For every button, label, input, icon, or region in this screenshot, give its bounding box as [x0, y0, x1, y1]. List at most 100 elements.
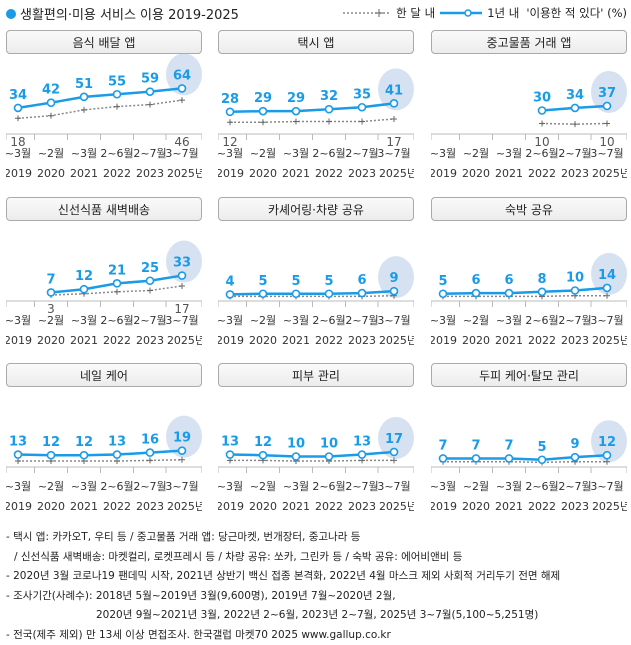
yearly-value-label: 7: [438, 438, 447, 453]
x-tick-label-year: 2023: [348, 334, 376, 347]
x-tick-label-year: 2023: [136, 500, 164, 513]
monthly-point: [391, 115, 397, 122]
x-tick-label-year: 2020: [249, 500, 277, 513]
x-tick-label-month: ~2월: [463, 147, 489, 160]
x-tick-label-year: 2021: [282, 500, 310, 513]
monthly-point: [114, 288, 120, 295]
monthly-series-line: [230, 459, 394, 462]
yearly-series-line: [229, 289, 395, 296]
yearly-point: [225, 107, 235, 117]
x-tick-label-month: ~3월: [496, 147, 522, 160]
monthly-point: [147, 101, 153, 108]
yearly-point: [145, 276, 155, 286]
footnote: - 2020년 3월 코로나19 팬데믹 시작, 2021년 상반기 백신 접종…: [6, 570, 561, 582]
chart-plot: 12 17 28 29 29 32 35 41 ~3월 2019 ~2월 2020 ~3월 20212~6…: [218, 68, 414, 180]
yearly-point: [225, 450, 235, 459]
legend: 한 달 내 1년 내 '이용한 적 있다' (%): [341, 5, 627, 21]
panel-title: 택시 앱: [218, 30, 414, 54]
monthly-series-line: [443, 460, 607, 464]
x-tick-label-year: 2025년: [379, 167, 414, 180]
x-tick-label-year: 2023: [348, 500, 376, 513]
latest-highlight: [166, 240, 202, 283]
yearly-value-label: 7: [46, 272, 55, 287]
x-tick-label-month: 2~7월: [345, 314, 378, 327]
legend-yearly-line-icon: [440, 9, 483, 17]
x-tick-label-year: 2025년: [592, 167, 627, 180]
x-tick-label-month: 2~6월: [525, 480, 558, 493]
monthly-point: [260, 119, 266, 126]
yearly-value-label: 33: [173, 256, 191, 271]
yearly-point: [79, 92, 89, 102]
yearly-value-label: 13: [9, 435, 27, 450]
yearly-value-label: 10: [287, 437, 305, 452]
monthly-value-label: 12: [222, 135, 237, 149]
panel-title: 숙박 공유: [431, 197, 627, 221]
x-tick-label-year: 2022: [315, 500, 343, 513]
x-tick-label-year: 2019: [6, 334, 32, 347]
x-tick-label-year: 2022: [528, 334, 556, 347]
chart-panel: 5 6 6 8 10 14 ~3월 2019 ~2월 2020 ~3월 2021 2~6월 2022 2~7…: [431, 197, 627, 357]
monthly-series-line: [50, 285, 183, 296]
yearly-point: [258, 450, 268, 460]
x-tick-label-year: 2022: [315, 334, 343, 347]
legend-monthly: 한 달 내: [396, 6, 436, 20]
yearly-series-line: [442, 286, 608, 295]
yearly-value-label: 29: [287, 91, 305, 106]
chart-panel: 13 12 10 10 13 17 ~3월 2019 ~2월 2020 ~3월 2021 2~6월 202…: [218, 363, 414, 523]
x-tick-label-month: ~3월: [283, 314, 309, 327]
x-tick-label-year: 2020: [249, 334, 277, 347]
footnote: / 신선식품 새벽배송: 마켓컬리, 로켓프레시 등 / 차량 공유: 쏘카, …: [14, 550, 463, 563]
yearly-point: [258, 106, 268, 116]
yearly-series-line: [17, 87, 183, 110]
x-tick-label-year: 2020: [249, 167, 277, 180]
x-tick-label-month: 2~6월: [312, 147, 345, 160]
yearly-value-label: 13: [221, 435, 239, 450]
x-tick-label-year: 2020: [37, 500, 65, 513]
x-tick-label-year: 2022: [528, 500, 556, 513]
monthly-point: [114, 103, 120, 110]
x-tick-label-month: ~2월: [38, 314, 64, 327]
chart-plot: 18 46 34 42 51 55 59 64 ~3월 2019 ~2월 2020 ~3월 20212~6…: [6, 53, 202, 180]
monthly-point: [604, 292, 610, 299]
x-tick-label-month: ~3월: [431, 314, 456, 327]
x-tick-label-month: ~2월: [463, 480, 489, 493]
yearly-point: [112, 450, 122, 459]
yearly-point: [471, 288, 481, 298]
yearly-point: [389, 99, 399, 108]
monthly-point: [227, 119, 233, 126]
x-tick-label-year: 2025년: [592, 500, 627, 513]
x-tick-label-year: 2022: [103, 500, 131, 513]
panel-title: 피부 관리: [218, 363, 414, 387]
x-tick-label-month: 2~6월: [312, 314, 345, 327]
yearly-value-label: 9: [389, 271, 398, 286]
x-tick-label-month: 3~7월: [377, 480, 410, 493]
latest-highlight: [591, 252, 627, 295]
x-tick-label-month: 2~6월: [525, 314, 558, 327]
chart-panel: 10 10 30 34 37 ~3월 2019 ~2월 2020 ~3월 2021 2~6월 2022 2…: [431, 30, 627, 190]
monthly-value-label: 17: [174, 302, 189, 316]
monthly-point: [81, 106, 87, 113]
yearly-point: [602, 101, 612, 111]
yearly-value-label: 6: [471, 273, 480, 288]
yearly-point: [389, 286, 399, 296]
chart-plot: 4 5 5 5 6 9~3월2019~2월2020~3월20212~6월20222~7월2…: [218, 256, 414, 347]
monthly-point: [179, 97, 185, 104]
monthly-point: [359, 118, 365, 125]
x-tick-label-year: 2020: [462, 167, 490, 180]
yearly-value-label: 12: [254, 435, 272, 450]
monthly-value-label: 17: [386, 135, 401, 149]
x-tick-label-year: 2022: [103, 167, 131, 180]
yearly-series-line: [17, 449, 183, 457]
yearly-point: [46, 450, 56, 460]
yearly-series-line: [229, 102, 395, 114]
x-tick-label-year: 2019: [218, 500, 244, 513]
x-tick-label-month: ~2월: [250, 480, 276, 493]
x-tick-label-year: 2023: [561, 500, 589, 513]
x-tick-label-month: ~3월: [496, 480, 522, 493]
chart-title-row: 생활편의·미용 서비스 이용 2019-2025: [6, 4, 239, 23]
x-tick-label-year: 2025년: [592, 334, 627, 347]
yearly-value-label: 41: [385, 83, 403, 98]
yearly-series-line: [443, 453, 608, 462]
